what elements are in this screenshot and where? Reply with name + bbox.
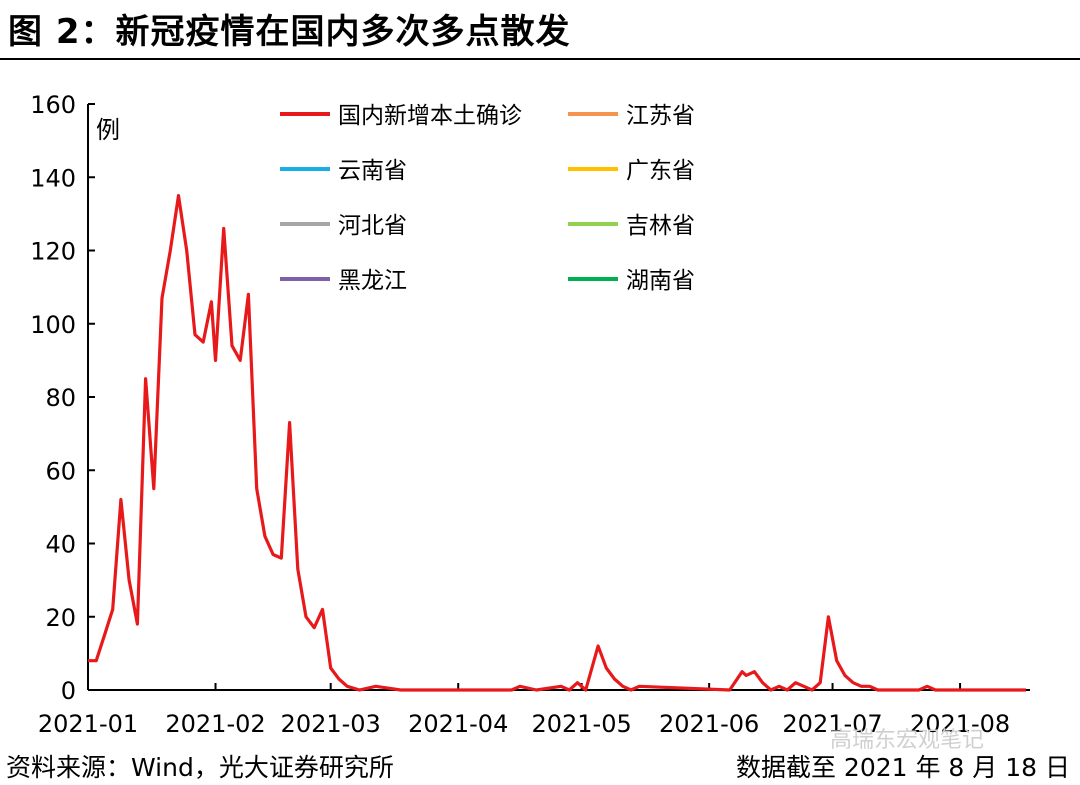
series-layer	[88, 194, 1026, 692]
y-tick-label: 160	[30, 91, 76, 119]
legend-label: 黑龙江	[338, 268, 407, 294]
x-tick-label: 2021-04	[408, 710, 508, 738]
y-tick-label: 120	[30, 238, 76, 266]
legend-label: 国内新增本土确诊	[338, 103, 522, 129]
legend-label: 湖南省	[626, 268, 695, 294]
x-tick-label: 2021-05	[531, 710, 631, 738]
series-line-0	[88, 194, 1026, 692]
chart-axes: 0 20 40 60 80 100 120 140 160 例 2021-01 2021-02 2021…	[30, 91, 1030, 738]
x-tick-label: 2021-01	[38, 710, 138, 738]
x-tick-label: 2021-07	[782, 710, 882, 738]
title-rule	[0, 58, 1080, 60]
watermark: 高瑞东宏观笔记	[830, 728, 985, 753]
y-axis-label: 例	[96, 116, 120, 144]
legend-label: 广东省	[626, 158, 695, 184]
y-tick-label: 80	[45, 384, 76, 412]
y-tick-label: 140	[30, 164, 76, 192]
y-tick-label: 100	[30, 311, 76, 339]
y-tick-label: 40	[45, 531, 76, 559]
line-chart: 0 20 40 60 80 100 120 140 160 例 2021-01 2021-02 2021…	[30, 91, 1030, 738]
y-tick-label: 0	[61, 677, 76, 705]
legend-label: 云南省	[338, 158, 407, 184]
legend-label: 吉林省	[626, 213, 695, 239]
legend-label: 江苏省	[626, 103, 695, 129]
legend-label: 河北省	[338, 213, 407, 239]
y-tick-label: 20	[45, 604, 76, 632]
date-note: 数据截至 2021 年 8 月 18 日	[735, 753, 1070, 782]
x-tick-label: 2021-08	[910, 710, 1010, 738]
x-tick-label: 2021-06	[659, 710, 759, 738]
y-tick-label: 60	[45, 457, 76, 485]
chart-title: 图 2：新冠疫情在国内多次多点散发	[8, 12, 571, 52]
source-note: 资料来源：Wind，光大证券研究所	[6, 753, 394, 782]
x-tick-label: 2021-03	[281, 710, 381, 738]
x-tick-label: 2021-02	[165, 710, 265, 738]
